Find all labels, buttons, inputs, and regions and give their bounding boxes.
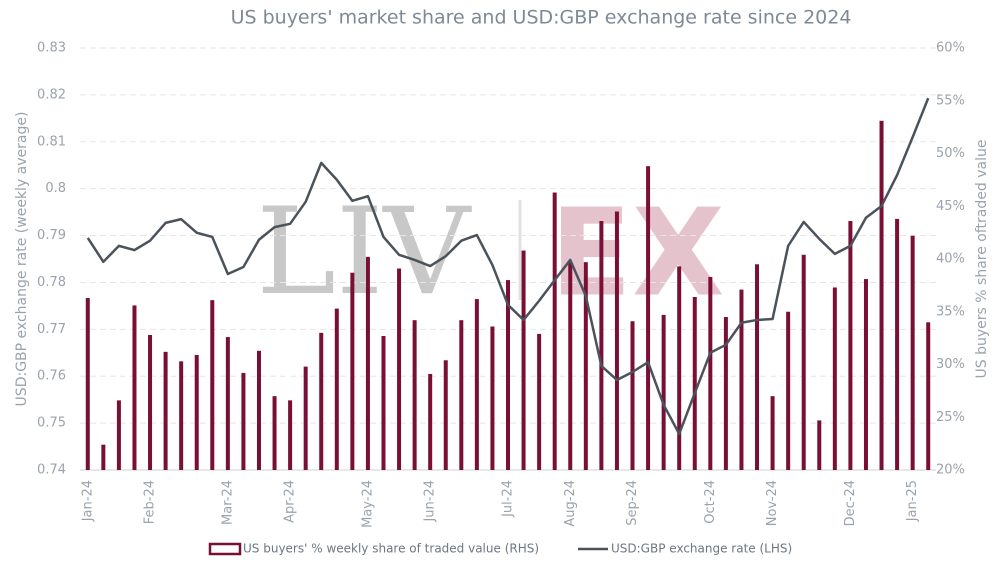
bar [552,192,557,470]
y-tick-label: 0.82 [37,87,66,102]
bar [428,373,433,470]
y-tick-label: 0.75 [37,416,66,431]
bar [863,279,868,470]
bar [630,321,635,470]
bar [895,218,900,470]
y2-tick-label: 20% [936,463,965,478]
y2-tick-label: 25% [936,410,965,425]
y2-axis-label: US buyers % share oftraded value [974,140,990,379]
bar [723,317,728,470]
bar [225,337,230,470]
x-tick-label: Apr-24 [283,480,298,523]
x-tick-label: Jan-25 [905,480,920,522]
bar [85,298,90,470]
y-tick-label: 0.8 [45,181,66,196]
bar [241,372,246,470]
bar [288,400,293,470]
bar [163,351,168,470]
y-tick-label: 0.81 [37,134,66,149]
bar [848,221,853,470]
bar [599,221,604,470]
watermark: LIV [256,183,472,322]
bar [319,332,324,470]
bar [755,264,760,470]
y2-tick-label: 40% [936,252,965,267]
bar [397,268,402,470]
legend-swatch [208,542,242,556]
bar [194,355,199,470]
bar [148,334,153,470]
y-tick-label: 0.83 [37,41,66,56]
line [86,97,930,436]
bar [506,280,510,470]
bar [490,326,495,470]
x-tick-label: Mar-24 [220,480,235,525]
bar [381,336,386,470]
bar [459,320,464,470]
bar [677,266,682,470]
x-tick-label: Jan-24 [80,480,95,522]
y-tick-label: 0.77 [37,322,66,337]
x-tick-label: Oct-24 [703,480,718,524]
bar [350,272,355,470]
bar [583,262,588,470]
y2-tick-label: 60% [936,41,965,56]
bar [256,350,261,470]
chart-title: US buyers' market share and USD:GBP exch… [231,7,852,29]
bar [568,262,573,470]
bar [443,360,448,470]
x-tick-label: Jul-24 [501,480,516,518]
bar [101,444,106,470]
bar [646,166,651,470]
bar [661,314,666,470]
y-tick-label: 0.74 [37,463,66,478]
bar [132,305,137,470]
bar [521,250,526,470]
y2-tick-label: 50% [936,146,965,161]
y2-tick-label: 30% [936,357,965,372]
bar [708,276,713,470]
y2-tick-label: 45% [936,199,965,214]
y-tick-label: 0.79 [37,228,66,243]
bar [116,400,121,470]
y-axis-label: USD:GBP exchange rate (weekly average) [14,112,30,407]
bar [474,299,479,470]
y-tick-label: 0.76 [37,369,66,384]
legend-label: USD:GBP exchange rate (LHS) [611,542,792,556]
bar [412,320,417,470]
bar [832,287,837,470]
bar [692,296,697,470]
x-tick-label: Aug-24 [563,480,578,527]
x-tick-label: Jun-24 [423,480,438,523]
bar [817,420,822,470]
bar [537,333,542,470]
bar [272,396,277,470]
bar [910,235,915,470]
bar [303,366,308,470]
bar [179,361,184,470]
bar [365,256,370,470]
bar [739,289,744,470]
x-tick-label: Nov-24 [765,480,780,526]
bar [770,396,775,470]
bar [334,308,339,470]
bar [879,120,884,471]
y-tick-label: 0.78 [37,275,66,290]
legend-label: US buyers' % weekly share of traded valu… [243,542,539,556]
x-tick-label: Feb-24 [143,480,158,524]
watermark: EX [550,185,725,324]
bar [801,254,806,470]
x-tick-label: Dec-24 [843,480,858,526]
bar [926,322,931,470]
x-tick-label: May-24 [360,480,375,528]
y2-tick-label: 55% [936,93,965,108]
bar [210,300,215,470]
y2-tick-label: 35% [936,304,965,319]
bar [614,211,619,470]
bar [786,311,791,470]
x-tick-label: Sep-24 [625,480,640,526]
